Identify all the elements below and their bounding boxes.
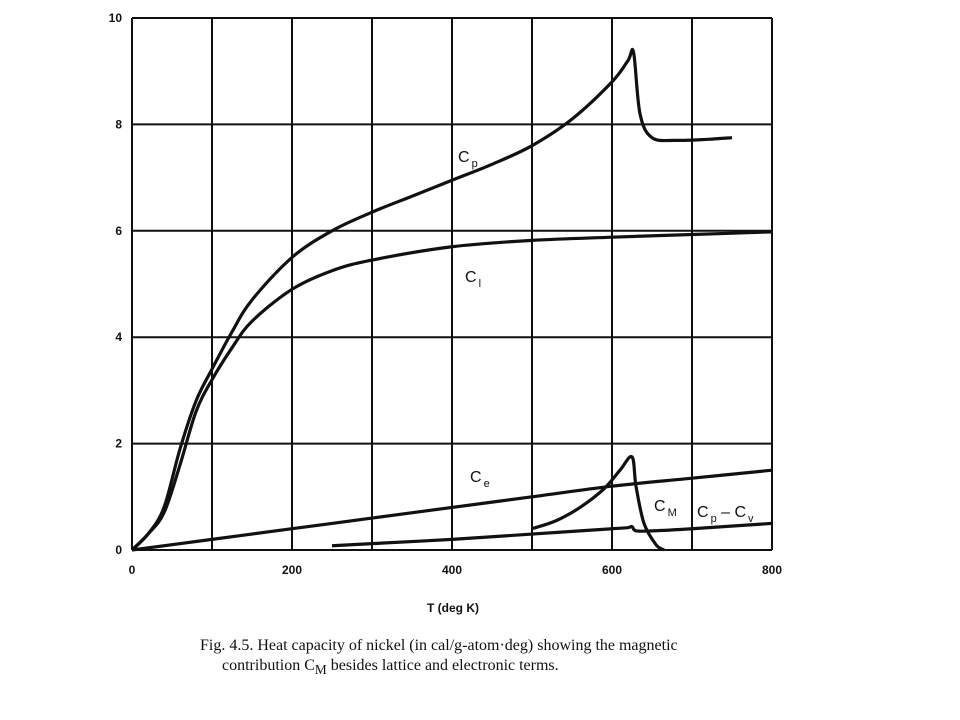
y-tick-label: 0 (115, 543, 122, 557)
series-line-2 (131, 468, 773, 552)
y-tick-label: 10 (109, 11, 123, 25)
series-line-4 (331, 521, 773, 548)
x-axis-ticks: 0 200 400 600 800 (129, 563, 783, 577)
y-axis-ticks: 0 2 4 6 8 10 (109, 11, 123, 557)
caption-line-2-text: contribution C (222, 657, 315, 674)
caption-line-1: Fig. 4.5. Heat capacity of nickel (in ca… (200, 637, 678, 654)
x-tick-label: 200 (282, 563, 302, 577)
y-tick-label: 6 (115, 224, 122, 238)
x-tick-label: 0 (129, 563, 136, 577)
grid (131, 17, 773, 551)
curves (130, 47, 773, 552)
x-tick-label: 800 (762, 563, 782, 577)
series-line-0 (130, 47, 733, 552)
y-tick-label: 4 (115, 330, 122, 344)
x-tick-label: 400 (442, 563, 462, 577)
caption-line-2: contribution CM besides lattice and elec… (200, 656, 840, 680)
x-axis-label: T (deg K) (427, 601, 479, 615)
y-tick-label: 8 (115, 117, 122, 131)
series-line-1 (130, 230, 773, 552)
y-tick-label: 2 (115, 437, 122, 451)
caption-subscript: M (314, 662, 327, 678)
series-line-3 (531, 454, 665, 552)
caption-line-2-rest: besides lattice and electronic terms. (326, 657, 559, 674)
x-tick-label: 600 (602, 563, 622, 577)
figure-caption: Fig. 4.5. Heat capacity of nickel (in ca… (200, 636, 840, 680)
